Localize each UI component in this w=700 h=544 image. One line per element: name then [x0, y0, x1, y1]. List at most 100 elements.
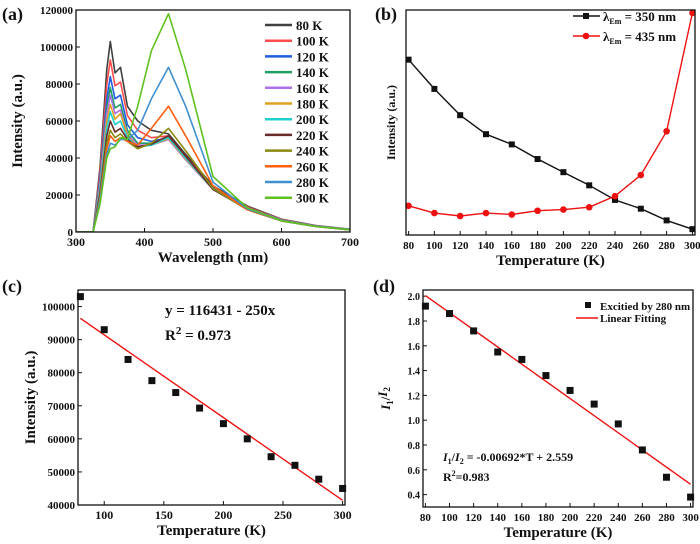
- y-axis-label: Intensity (a.u.): [384, 85, 398, 160]
- data-point: [687, 493, 695, 501]
- y-tick-label: 60000: [46, 116, 74, 128]
- y-tick-label: 1.6: [408, 342, 421, 353]
- legend-text: λ: [603, 9, 610, 24]
- plot-area: [79, 317, 344, 501]
- data-point: [446, 310, 454, 318]
- legend-label: 240 K: [296, 144, 330, 159]
- legend-marker: [585, 302, 591, 308]
- y-tick-label: 100000: [42, 302, 76, 314]
- y-tick-label: 40000: [46, 153, 74, 165]
- panel-c: (c) 100 150 200 250 300 40000 50000 60000 70000 80…: [2, 276, 352, 539]
- r-squared: R2 = 0.973: [165, 325, 231, 344]
- x-axis-label: Temperature (K): [496, 253, 605, 269]
- superscript: 2: [176, 325, 182, 337]
- series-line: [408, 12, 694, 217]
- x-tick-label: 150: [155, 508, 173, 522]
- data-point: [431, 209, 438, 217]
- data-point: [560, 169, 567, 176]
- data-point: [560, 206, 567, 213]
- legend-label: 220 K: [296, 128, 330, 143]
- equation-part: 2: [460, 457, 464, 466]
- equation-part: = -0.00692*T + 2.559: [464, 450, 573, 464]
- data-point: [196, 404, 204, 412]
- panel-d: (d) 80 100 120 140 160 180 200 220 240 260 280 300 0.…: [373, 276, 699, 541]
- plot-frame: [75, 9, 351, 233]
- panel-b: (b) 80 100 120 140 160 180 200 220 240 260 280 300 Te…: [375, 4, 700, 269]
- y-tick-label: 60000: [48, 434, 76, 446]
- data-point: [124, 355, 132, 363]
- panel-a: (a) 300 400 500 600 700 0 20000 40000 60000 80000 1…: [2, 4, 359, 266]
- y-tick-label: 80000: [48, 368, 76, 380]
- legend-label: λEm = 435 nm: [603, 29, 676, 46]
- data-point: [518, 355, 526, 363]
- y-label-part: 1: [385, 400, 395, 405]
- x-tick-label: 220: [586, 512, 603, 524]
- y-axis-label: I1/I2: [375, 387, 395, 411]
- x-tick-label: 120: [452, 240, 469, 252]
- equation-part: I: [454, 450, 461, 464]
- x-tick-label: 700: [341, 235, 359, 249]
- data-point: [267, 453, 275, 461]
- legend-subscript: Em: [609, 37, 621, 46]
- x-axis-label: Temperature (K): [504, 525, 613, 541]
- x-tick-label: 200: [214, 508, 232, 522]
- legend-label: 180 K: [296, 97, 330, 112]
- data-point: [339, 484, 347, 492]
- y-tick-label: 70000: [48, 401, 76, 413]
- data-point: [542, 372, 550, 380]
- data-point: [614, 420, 622, 428]
- x-tick-label: 300: [334, 508, 352, 522]
- x-tick-label: 80: [403, 240, 415, 252]
- y-tick-label: 100000: [40, 42, 74, 54]
- legend-label: 260 K: [296, 159, 330, 174]
- x-tick-label: 80: [420, 512, 432, 524]
- panel-label: (c): [2, 276, 22, 297]
- legend-label: 200 K: [296, 112, 330, 127]
- data-point: [637, 171, 645, 179]
- data-point: [482, 209, 490, 217]
- data-point: [637, 205, 644, 212]
- y-tick-label: 90000: [48, 335, 76, 347]
- y-tick-label: 1.4: [408, 367, 421, 378]
- data-point: [456, 212, 464, 220]
- y-tick-label: 0: [68, 227, 74, 239]
- fit-equation: I1/I2 = -0.00692*T + 2.559: [442, 450, 573, 466]
- data-point: [534, 156, 541, 163]
- r: R: [443, 470, 452, 484]
- data-point: [689, 226, 696, 233]
- x-tick-label: 140: [489, 512, 506, 524]
- x-tick-label: 280: [658, 240, 675, 252]
- legend-subscript: Em: [609, 17, 621, 26]
- data-point: [566, 386, 574, 394]
- data-point: [508, 211, 516, 218]
- legend-text: λ: [603, 29, 610, 44]
- data-point: [689, 9, 696, 17]
- data-point: [405, 56, 412, 63]
- x-tick-label: 160: [514, 512, 531, 524]
- data-point: [586, 182, 593, 189]
- x-tick-label: 250: [274, 508, 292, 522]
- data-point: [457, 112, 464, 119]
- x-axis-label: Temperature (K): [157, 523, 266, 539]
- x-tick-label: 600: [273, 235, 291, 249]
- value: = 0.973: [181, 328, 231, 344]
- data-point: [100, 326, 108, 334]
- y-label-part: /: [378, 396, 393, 401]
- data-point: [663, 127, 670, 135]
- plot-area: [76, 12, 350, 232]
- y-label-part: 2: [382, 387, 392, 392]
- legend-marker: [583, 13, 589, 19]
- panel-label: (d): [373, 276, 395, 297]
- x-tick-label: 220: [581, 240, 598, 252]
- legend-label: 160 K: [296, 81, 330, 96]
- data-point: [172, 389, 180, 397]
- legend-label: 80 K: [296, 18, 323, 33]
- plot-frame: [405, 9, 696, 236]
- plot-area: [425, 294, 691, 485]
- series-line: [76, 12, 350, 232]
- y-tick-label: 2.0: [408, 292, 421, 303]
- x-tick-label: 260: [634, 512, 651, 524]
- data-point: [243, 435, 251, 443]
- y-tick-label: 0.8: [408, 441, 421, 452]
